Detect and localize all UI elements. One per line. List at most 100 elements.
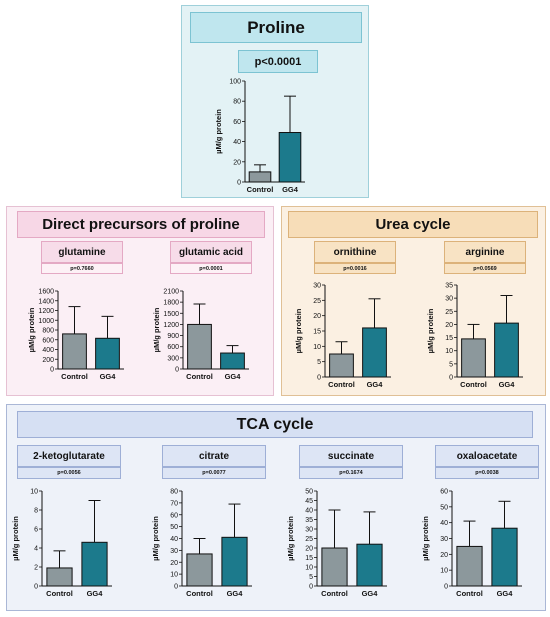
glutamic-acid-title: glutamic acid <box>170 241 252 263</box>
glutamic-y-tick-label: 600 <box>167 344 179 351</box>
ketoglutarate-y-axis-label: µM/g protein <box>11 516 20 561</box>
citrate-y-tick-label: 20 <box>170 560 178 567</box>
glutamic-y-tick-label: 1500 <box>163 311 179 318</box>
glutamic-y-tick-label: 300 <box>167 355 179 362</box>
succinate-title: succinate <box>299 445 403 467</box>
succinate-y-axis-label: µM/g protein <box>286 516 295 561</box>
succinate-chart-group: 0 5 10 15 20 25 30 35 40 45 50 µM/g protein Control G… <box>286 489 387 598</box>
proline-y-tick-label: 100 <box>229 79 241 86</box>
glutamine-bar-control <box>62 333 87 370</box>
oxaloacetate-y-tick-label: 10 <box>440 568 448 575</box>
citrate-y-axis-label: µM/g protein <box>151 516 160 561</box>
oxaloacetate-y-tick-label: 50 <box>440 504 448 511</box>
citrate-y-tick-label: 0 <box>174 584 178 591</box>
ketoglutarate-y-tick-label: 0 <box>34 584 38 591</box>
succinate-y-tick-label: 15 <box>305 555 313 562</box>
arginine-title: arginine <box>444 241 526 263</box>
ornithine-title: ornithine <box>314 241 396 263</box>
citrate-y-tick-label: 70 <box>170 500 178 507</box>
tca-title: TCA cycle <box>17 411 533 438</box>
citrate-y-tick-label: 50 <box>170 524 178 531</box>
arginine-chart-group: 0 5 10 15 20 25 30 35 µM/g protein Control GG4 <box>426 283 523 389</box>
ketoglutarate-bar-control <box>46 567 73 587</box>
citrate-x-tick-label: Control <box>186 589 213 598</box>
citrate-bar-gg4 <box>221 536 248 587</box>
glutamine-chart-group: 0 200 400 600 800 1000 1200 1400 1600 µM/g protei… <box>27 289 124 381</box>
oxaloacetate-pvalue: p=0.0038 <box>435 467 539 479</box>
ketoglutarate-x-tick-label: GG4 <box>87 589 104 598</box>
arginine-y-tick-label: 10 <box>445 348 453 355</box>
citrate-y-tick-label: 40 <box>170 536 178 543</box>
citrate-pvalue: p=0.0077 <box>162 467 266 479</box>
succinate-x-tick-label: GG4 <box>362 589 379 598</box>
ornithine-y-tick-label: 5 <box>317 359 321 366</box>
ornithine-y-axis-label: µM/g protein <box>294 308 303 353</box>
proline-y-tick-label: 80 <box>233 99 241 106</box>
glutamic-bar-control <box>187 323 212 370</box>
urea-charts: 0 5 10 15 20 25 30 µM/g protein Control GG4 0 5 10 15… <box>294 283 523 389</box>
glutamine-y-tick-label: 1000 <box>38 318 54 325</box>
ornithine-y-tick-label: 25 <box>313 298 321 305</box>
succinate-y-tick-label: 40 <box>305 508 313 515</box>
oxaloacetate-y-tick-label: 30 <box>440 536 448 543</box>
proline-y-tick-label: 60 <box>233 119 241 126</box>
proline-y-tick-label: 0 <box>237 180 241 187</box>
oxaloacetate-x-tick-label: GG4 <box>497 589 514 598</box>
glutamic-y-tick-label: 2100 <box>163 289 179 296</box>
succinate-y-tick-label: 45 <box>305 498 313 505</box>
citrate-y-tick-label: 30 <box>170 548 178 555</box>
proline-x-tick-label: Control <box>247 185 274 194</box>
proline-x-tick-label: GG4 <box>282 185 299 194</box>
glutamine-y-axis-label: µM/g protein <box>27 307 36 352</box>
arginine-y-tick-label: 0 <box>449 375 453 382</box>
ketoglutarate-y-tick-label: 8 <box>34 508 38 515</box>
citrate-y-tick-label: 60 <box>170 512 178 519</box>
citrate-chart-group: 0 10 20 30 40 50 60 70 80 µM/g protein Control GG4 <box>151 489 252 598</box>
ornithine-chart-group: 0 5 10 15 20 25 30 µM/g protein Control GG4 <box>294 283 391 389</box>
arginine-y-tick-label: 35 <box>445 283 453 290</box>
glutamic-x-tick-label: Control <box>186 372 213 381</box>
proline-y-axis-label: µM/g protein <box>214 109 223 154</box>
arginine-bar-control <box>461 338 486 378</box>
succinate-bar-control <box>321 547 348 587</box>
glutamine-pvalue: p=0.7660 <box>41 263 123 274</box>
oxaloacetate-title: oxaloacetate <box>435 445 539 467</box>
ketoglutarate-chart-group: 0 2 4 6 8 10 µM/g protein Control GG4 <box>11 489 112 598</box>
succinate-bar-gg4 <box>356 543 383 587</box>
arginine-x-tick-label: Control <box>460 380 487 389</box>
glutamic-chart-group: 0 300 600 900 1200 1500 1800 2100 µM/g protein Co… <box>152 289 249 381</box>
glutamine-y-tick-label: 200 <box>42 357 54 364</box>
succinate-y-tick-label: 35 <box>305 517 313 524</box>
glutamic-y-tick-label: 1800 <box>163 300 179 307</box>
ketoglutarate-pvalue: p=0.0056 <box>17 467 121 479</box>
glutamine-y-tick-label: 0 <box>50 367 54 374</box>
proline-bar-control <box>248 171 272 183</box>
citrate-y-tick-label: 80 <box>170 489 178 496</box>
ornithine-y-tick-label: 0 <box>317 375 321 382</box>
citrate-y-tick-label: 10 <box>170 572 178 579</box>
glutamine-y-tick-label: 600 <box>42 337 54 344</box>
oxaloacetate-y-tick-label: 40 <box>440 520 448 527</box>
glutamic-y-tick-label: 0 <box>175 367 179 374</box>
tca-panel: TCA cycle 2-ketoglutarate p=0.0056 citra… <box>6 404 546 611</box>
glutamic-y-axis-label: µM/g protein <box>152 307 161 352</box>
ketoglutarate-bar-gg4 <box>81 541 108 587</box>
precursors-title: Direct precursors of proline <box>17 211 265 238</box>
oxaloacetate-bar-gg4 <box>491 527 518 587</box>
arginine-pvalue: p=0.0569 <box>444 263 526 274</box>
ornithine-y-tick-label: 15 <box>313 329 321 336</box>
ornithine-bar-gg4 <box>362 327 387 378</box>
ornithine-x-tick-label: Control <box>328 380 355 389</box>
arginine-y-axis-label: µM/g protein <box>426 308 435 353</box>
precursors-charts: 0 200 400 600 800 1000 1200 1400 1600 µM/g protei… <box>27 289 249 381</box>
oxaloacetate-chart-group: 0 10 20 30 40 50 60 µM/g protein Control GG4 <box>421 489 522 598</box>
proline-y-tick-label: 40 <box>233 139 241 146</box>
proline-y-tick-label: 20 <box>233 159 241 166</box>
succinate-pvalue: p=0.1674 <box>299 467 403 479</box>
glutamine-x-tick-label: Control <box>61 372 88 381</box>
urea-title: Urea cycle <box>288 211 538 238</box>
proline-pvalue: p<0.0001 <box>238 50 318 73</box>
arginine-y-tick-label: 15 <box>445 335 453 342</box>
citrate-title: citrate <box>162 445 266 467</box>
